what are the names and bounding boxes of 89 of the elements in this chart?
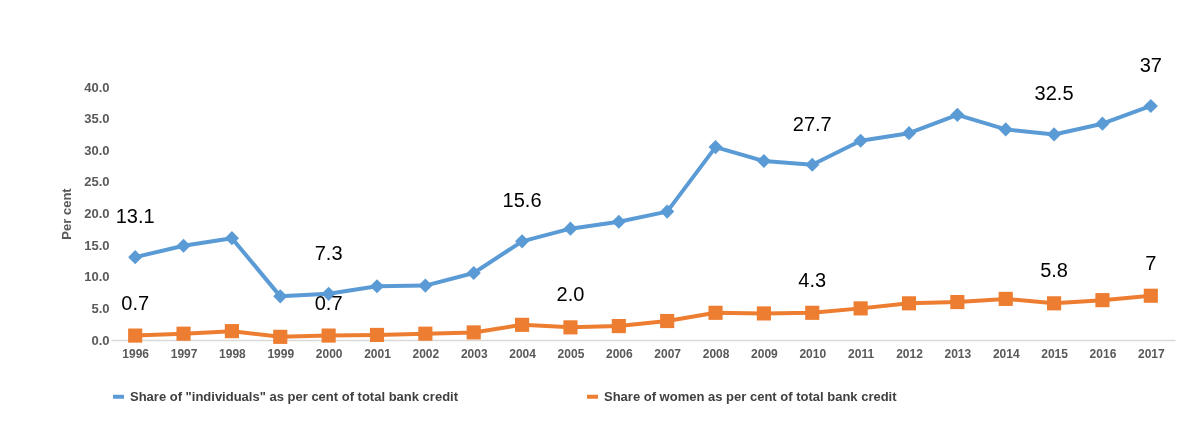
x-tick-label: 1996 <box>122 346 150 361</box>
point <box>224 231 239 246</box>
data-label: 32.5 <box>1034 82 1074 105</box>
point <box>708 140 723 155</box>
legend-label: Share of "individuals" as per cent of total bank credit <box>130 388 459 404</box>
y-tick-label: 5.0 <box>91 300 110 316</box>
point <box>418 278 433 293</box>
point <box>901 126 917 141</box>
point <box>805 157 820 172</box>
point <box>515 317 530 332</box>
x-tick-label: 2000 <box>315 346 343 361</box>
data-label: 7 <box>1145 251 1157 274</box>
x-tick-label: 2008 <box>702 346 730 361</box>
y-tick-label: 20.0 <box>84 206 110 221</box>
point <box>660 313 675 329</box>
x-tick-label: 2010 <box>799 346 827 361</box>
point <box>515 234 530 249</box>
legend-label: Share of women as per cent of total bank credit <box>604 388 898 404</box>
point <box>466 265 481 281</box>
point <box>1047 296 1062 311</box>
point <box>321 328 336 343</box>
data-label: 0.7 <box>314 291 343 314</box>
point <box>805 305 820 320</box>
y-tick-label: 10.0 <box>84 269 110 285</box>
point <box>563 221 578 236</box>
x-tick-label: 2012 <box>896 346 924 361</box>
y-tick-label: 40.0 <box>84 79 110 95</box>
point <box>660 204 675 219</box>
point <box>224 324 239 339</box>
x-tick-label: 1998 <box>219 346 247 361</box>
x-tick-label: 1999 <box>267 346 295 361</box>
x-tick-label: 2009 <box>751 346 779 361</box>
point <box>611 319 626 334</box>
point <box>756 306 771 321</box>
y-tick-label: 30.0 <box>84 142 110 158</box>
point <box>1047 127 1062 142</box>
y-axis-title: Per cent <box>59 187 75 240</box>
data-label: 13.1 <box>115 205 155 228</box>
x-tick-label: 2017 <box>1137 346 1165 361</box>
point <box>950 294 965 310</box>
data-label: 5.8 <box>1040 259 1068 282</box>
y-tick-label: 35.0 <box>84 111 110 127</box>
point <box>950 107 965 122</box>
point <box>563 320 578 335</box>
x-tick-label: 2016 <box>1089 346 1117 361</box>
point <box>853 133 868 148</box>
point <box>369 279 385 294</box>
point <box>611 214 626 229</box>
point <box>128 250 143 265</box>
data-label: 27.7 <box>792 112 832 135</box>
data-label: 37 <box>1139 53 1162 76</box>
point <box>998 291 1013 306</box>
x-tick-label: 2011 <box>848 346 875 361</box>
x-tick-label: 2001 <box>364 346 392 361</box>
y-tick-label: 0.0 <box>91 332 110 348</box>
x-tick-label: 1997 <box>170 346 198 361</box>
x-tick-label: 2006 <box>605 346 633 361</box>
x-tick-label: 2004 <box>509 346 537 361</box>
point <box>176 326 191 341</box>
point <box>418 326 433 341</box>
point <box>853 301 868 316</box>
point <box>273 329 288 344</box>
x-tick-label: 2014 <box>992 346 1020 361</box>
point <box>176 238 191 253</box>
x-tick-label: 2003 <box>460 346 488 361</box>
point <box>756 153 771 169</box>
point <box>128 328 143 343</box>
x-tick-label: 2015 <box>1041 346 1069 361</box>
x-tick-label: 2013 <box>944 346 972 361</box>
point <box>466 325 481 340</box>
x-tick-label: 2007 <box>654 346 682 361</box>
y-tick-label: 25.0 <box>84 174 110 190</box>
x-tick-label: 2005 <box>557 346 585 361</box>
point <box>1143 98 1158 114</box>
data-label: 2.0 <box>556 283 585 306</box>
data-label: 7.3 <box>314 241 343 264</box>
point <box>998 122 1013 137</box>
point <box>1095 293 1110 308</box>
point <box>708 305 723 320</box>
y-tick-label: 15.0 <box>84 237 110 253</box>
point <box>369 327 385 343</box>
x-tick-label: 2002 <box>412 346 440 361</box>
point <box>273 289 288 304</box>
data-label: 0.7 <box>121 291 150 314</box>
point <box>1095 116 1110 131</box>
data-label: 15.6 <box>502 189 542 212</box>
data-label: 4.3 <box>798 268 827 291</box>
point <box>1143 288 1158 303</box>
point <box>901 296 917 311</box>
